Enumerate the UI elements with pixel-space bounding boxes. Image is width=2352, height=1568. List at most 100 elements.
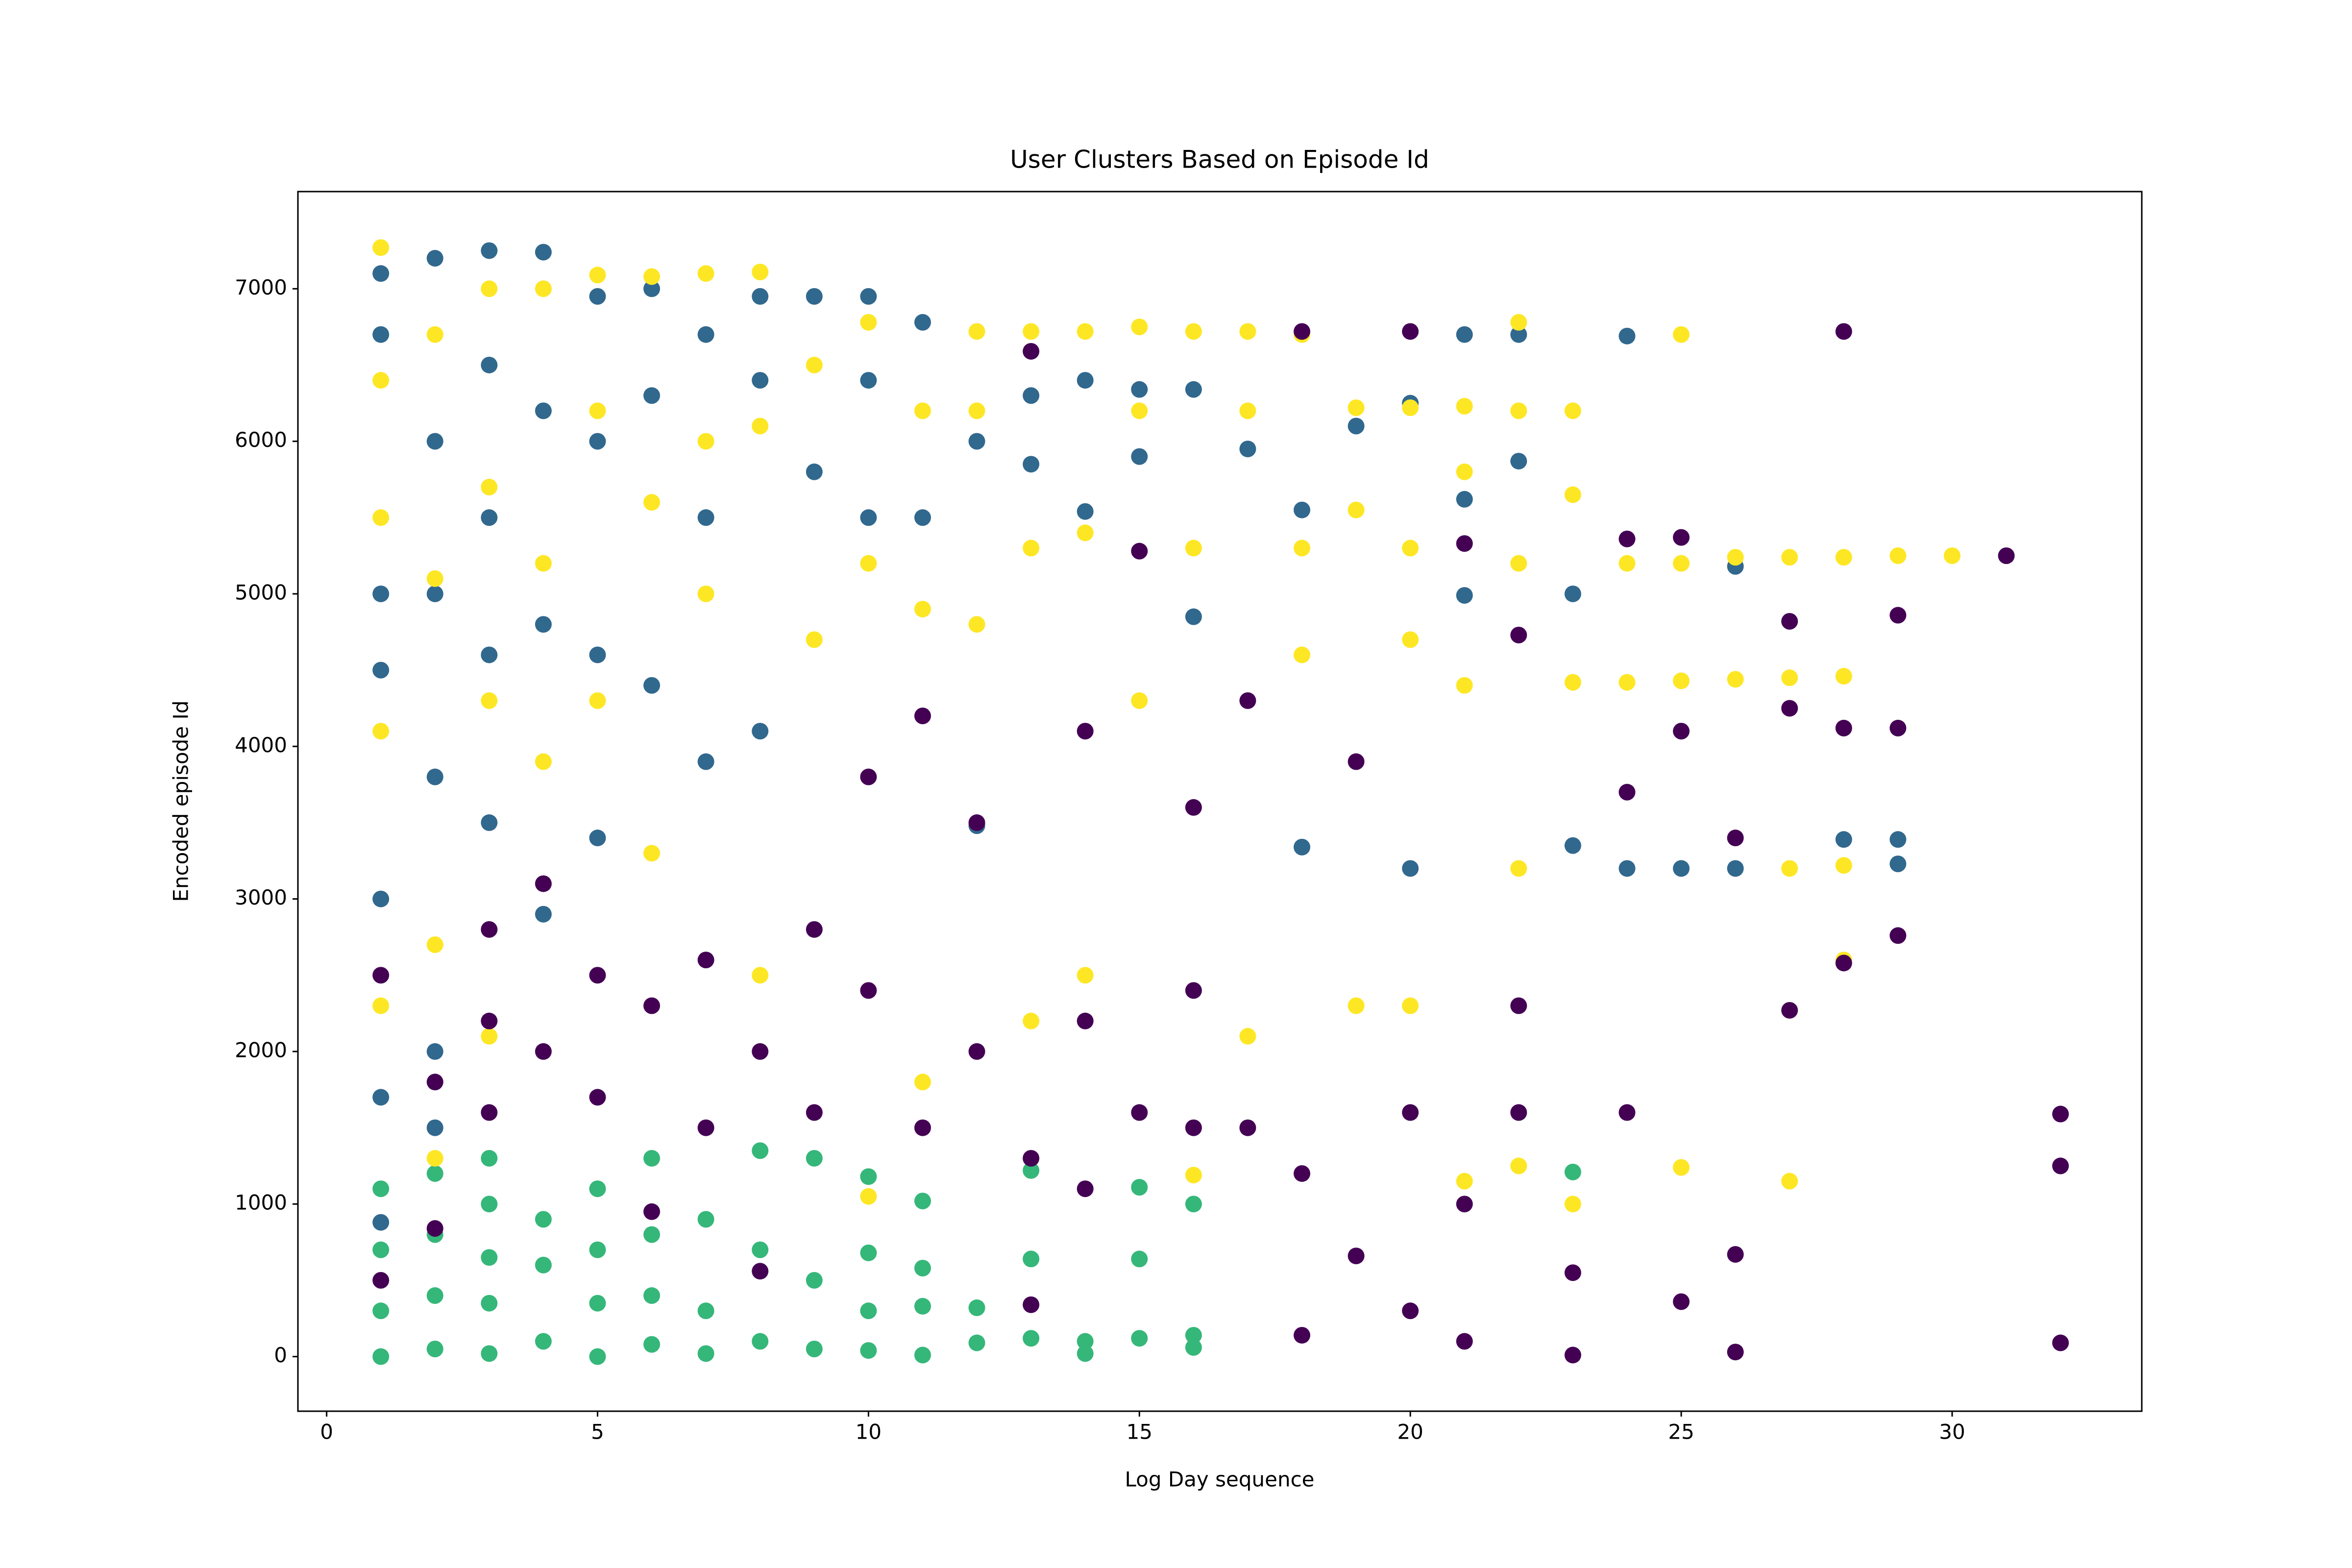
x-axis-label: Log Day sequence bbox=[1125, 1468, 1314, 1492]
scatter-point bbox=[806, 356, 823, 373]
scatter-point bbox=[752, 723, 769, 740]
scatter-point bbox=[589, 1089, 606, 1106]
scatter-point bbox=[643, 997, 661, 1014]
scatter-point bbox=[1510, 1104, 1527, 1121]
scatter-point bbox=[1131, 542, 1148, 560]
scatter-point bbox=[806, 1150, 823, 1167]
scatter-point bbox=[481, 280, 498, 297]
scatter-point bbox=[1239, 1028, 1256, 1045]
scatter-point bbox=[1023, 323, 1040, 340]
scatter-point bbox=[1781, 860, 1798, 877]
scatter-point bbox=[1077, 723, 1094, 740]
scatter-point bbox=[752, 1263, 769, 1280]
scatter-point bbox=[1294, 501, 1311, 518]
scatter-point bbox=[426, 570, 443, 587]
scatter-point bbox=[860, 1244, 877, 1261]
scatter-point bbox=[1402, 1104, 1419, 1121]
scatter-point bbox=[1402, 399, 1419, 416]
scatter-point bbox=[1131, 1104, 1148, 1121]
scatter-point bbox=[589, 433, 606, 450]
scatter-point bbox=[643, 494, 661, 511]
scatter-point bbox=[643, 387, 661, 404]
scatter-point bbox=[426, 1074, 443, 1091]
x-tick-label: 10 bbox=[856, 1420, 882, 1444]
scatter-point bbox=[1673, 555, 1690, 572]
scatter-point bbox=[806, 288, 823, 305]
scatter-point bbox=[1673, 1159, 1690, 1176]
scatter-point bbox=[1185, 1196, 1202, 1213]
scatter-point bbox=[1131, 1250, 1148, 1268]
chart-title: User Clusters Based on Episode Id bbox=[1010, 146, 1429, 174]
scatter-point bbox=[1781, 549, 1798, 566]
scatter-point bbox=[1077, 1012, 1094, 1029]
scatter-point bbox=[697, 1119, 714, 1136]
scatter-point bbox=[1510, 997, 1527, 1014]
scatter-point bbox=[860, 288, 877, 305]
scatter-point bbox=[643, 280, 661, 297]
scatter-point bbox=[481, 646, 498, 663]
scatter-point bbox=[1131, 318, 1148, 336]
scatter-point bbox=[1781, 669, 1798, 686]
y-tick-label: 5000 bbox=[235, 580, 287, 604]
scatter-point bbox=[1077, 503, 1094, 520]
scatter-point bbox=[914, 509, 931, 526]
scatter-point bbox=[1727, 1344, 1744, 1361]
scatter-point bbox=[1185, 1119, 1202, 1136]
y-axis-label: Encoded episode Id bbox=[169, 700, 193, 902]
scatter-point bbox=[1456, 1196, 1473, 1213]
scatter-point bbox=[697, 509, 714, 526]
scatter-point bbox=[860, 768, 877, 785]
scatter-point bbox=[1023, 343, 1040, 360]
y-tick-label: 1000 bbox=[235, 1191, 287, 1215]
scatter-point bbox=[1618, 784, 1636, 801]
scatter-point bbox=[1618, 1104, 1636, 1121]
scatter-point bbox=[643, 268, 661, 285]
y-tick-label: 4000 bbox=[235, 733, 287, 757]
scatter-point bbox=[1564, 585, 1581, 602]
scatter-point bbox=[1348, 997, 1365, 1014]
scatter-point bbox=[589, 1348, 606, 1365]
scatter-point bbox=[1023, 539, 1040, 557]
x-tick-label: 0 bbox=[320, 1420, 333, 1444]
y-tick-label: 3000 bbox=[235, 885, 287, 909]
scatter-point bbox=[1456, 535, 1473, 552]
scatter-point bbox=[1835, 831, 1852, 848]
plot-frame bbox=[297, 191, 2143, 1412]
scatter-point bbox=[1781, 1173, 1798, 1190]
scatter-point bbox=[372, 265, 390, 282]
scatter-point bbox=[372, 1180, 390, 1198]
scatter-point bbox=[1564, 402, 1581, 419]
scatter-point bbox=[1131, 381, 1148, 398]
scatter-point bbox=[481, 692, 498, 709]
scatter-point bbox=[697, 1211, 714, 1228]
scatter-point bbox=[589, 402, 606, 419]
scatter-point bbox=[968, 1334, 985, 1351]
scatter-point bbox=[481, 1104, 498, 1121]
scatter-point bbox=[697, 326, 714, 343]
scatter-point bbox=[1239, 402, 1256, 419]
scatter-point bbox=[1185, 799, 1202, 816]
scatter-point bbox=[372, 1241, 390, 1258]
scatter-point bbox=[968, 402, 985, 419]
scatter-point bbox=[372, 372, 390, 389]
scatter-point bbox=[1239, 692, 1256, 709]
scatter-point bbox=[860, 1302, 877, 1320]
scatter-point bbox=[752, 1142, 769, 1159]
scatter-point bbox=[1835, 719, 1852, 736]
scatter-point bbox=[1185, 608, 1202, 625]
scatter-point bbox=[643, 1203, 661, 1220]
scatter-point bbox=[481, 479, 498, 496]
scatter-point bbox=[535, 1043, 552, 1060]
scatter-point bbox=[1402, 997, 1419, 1014]
scatter-point bbox=[1239, 1119, 1256, 1136]
scatter-point bbox=[1239, 441, 1256, 458]
scatter-point bbox=[697, 952, 714, 969]
scatter-point bbox=[1510, 555, 1527, 572]
scatter-point bbox=[1023, 456, 1040, 473]
plot-area bbox=[372, 239, 2069, 1365]
scatter-point bbox=[1456, 677, 1473, 694]
scatter-point bbox=[697, 433, 714, 450]
scatter-point bbox=[1402, 1302, 1419, 1320]
scatter-point bbox=[1023, 1162, 1040, 1179]
